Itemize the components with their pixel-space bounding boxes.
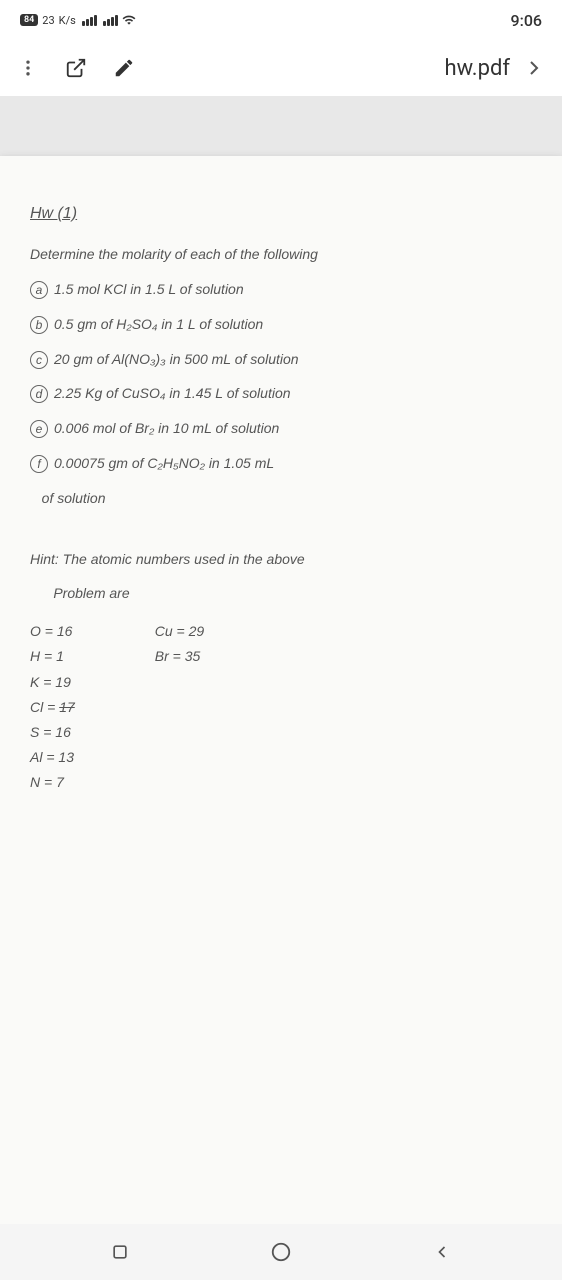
clock: 9:06 [511,11,543,30]
menu-button[interactable] [16,56,40,80]
navigation-bar [0,1224,562,1280]
problem-d: d2.25 Kg of CuSO₄ in 1.45 L of solution [30,378,532,409]
atomic-k: K = 19 [30,670,75,695]
battery-badge: 84 [20,14,38,26]
document-title: hw.pdf [444,56,510,81]
signal-icon [82,15,97,26]
speed-unit: K/s [59,14,76,27]
atomic-cu: Cu = 29 [155,619,204,644]
hint-label: Hint: The atomic numbers used in the abo… [30,544,532,575]
atomic-n: N = 7 [30,770,75,795]
atomic-numbers: O = 16 H = 1 K = 19 Cl = 17 S = 16 Al = … [30,619,532,795]
problem-a: a1.5 mol KCl in 1.5 L of solution [30,274,532,305]
atomic-o: O = 16 [30,619,75,644]
edit-button[interactable] [112,56,136,80]
atomic-cl: Cl = 17 [30,695,75,720]
status-left: 84 23 K/s [20,13,136,27]
hw-title: Hw (1) [30,196,532,231]
problem-b: b0.5 gm of H₂SO₄ in 1 L of solution [30,309,532,340]
atomic-al: Al = 13 [30,745,75,770]
forward-button[interactable] [522,56,546,80]
document-page: Hw (1) Determine the molarity of each of… [0,156,562,1224]
app-bar: hw.pdf [0,40,562,96]
speed-value: 23 [42,14,54,27]
document-viewer[interactable]: Hw (1) Determine the molarity of each of… [0,96,562,1224]
problem-f: f0.00075 gm of C₂H₅NO₂ in 1.05 mL [30,448,532,479]
atomic-br: Br = 35 [155,644,204,669]
open-external-button[interactable] [64,56,88,80]
problem-e: e0.006 mol of Br₂ in 10 mL of solution [30,413,532,444]
back-button[interactable] [430,1240,454,1264]
home-button[interactable] [269,1240,293,1264]
hint-sub: Problem are [30,578,532,609]
status-bar: 84 23 K/s 9:06 [0,0,562,40]
atomic-h: H = 1 [30,644,75,669]
signal-icon-2 [103,15,118,26]
instruction: Determine the molarity of each of the fo… [30,239,532,270]
problem-f-cont: of solution [30,483,532,514]
problem-c: c20 gm of Al(NO₃)₃ in 500 mL of solution [30,344,532,375]
recent-apps-button[interactable] [108,1240,132,1264]
wifi-icon [122,13,136,27]
atomic-s: S = 16 [30,720,75,745]
